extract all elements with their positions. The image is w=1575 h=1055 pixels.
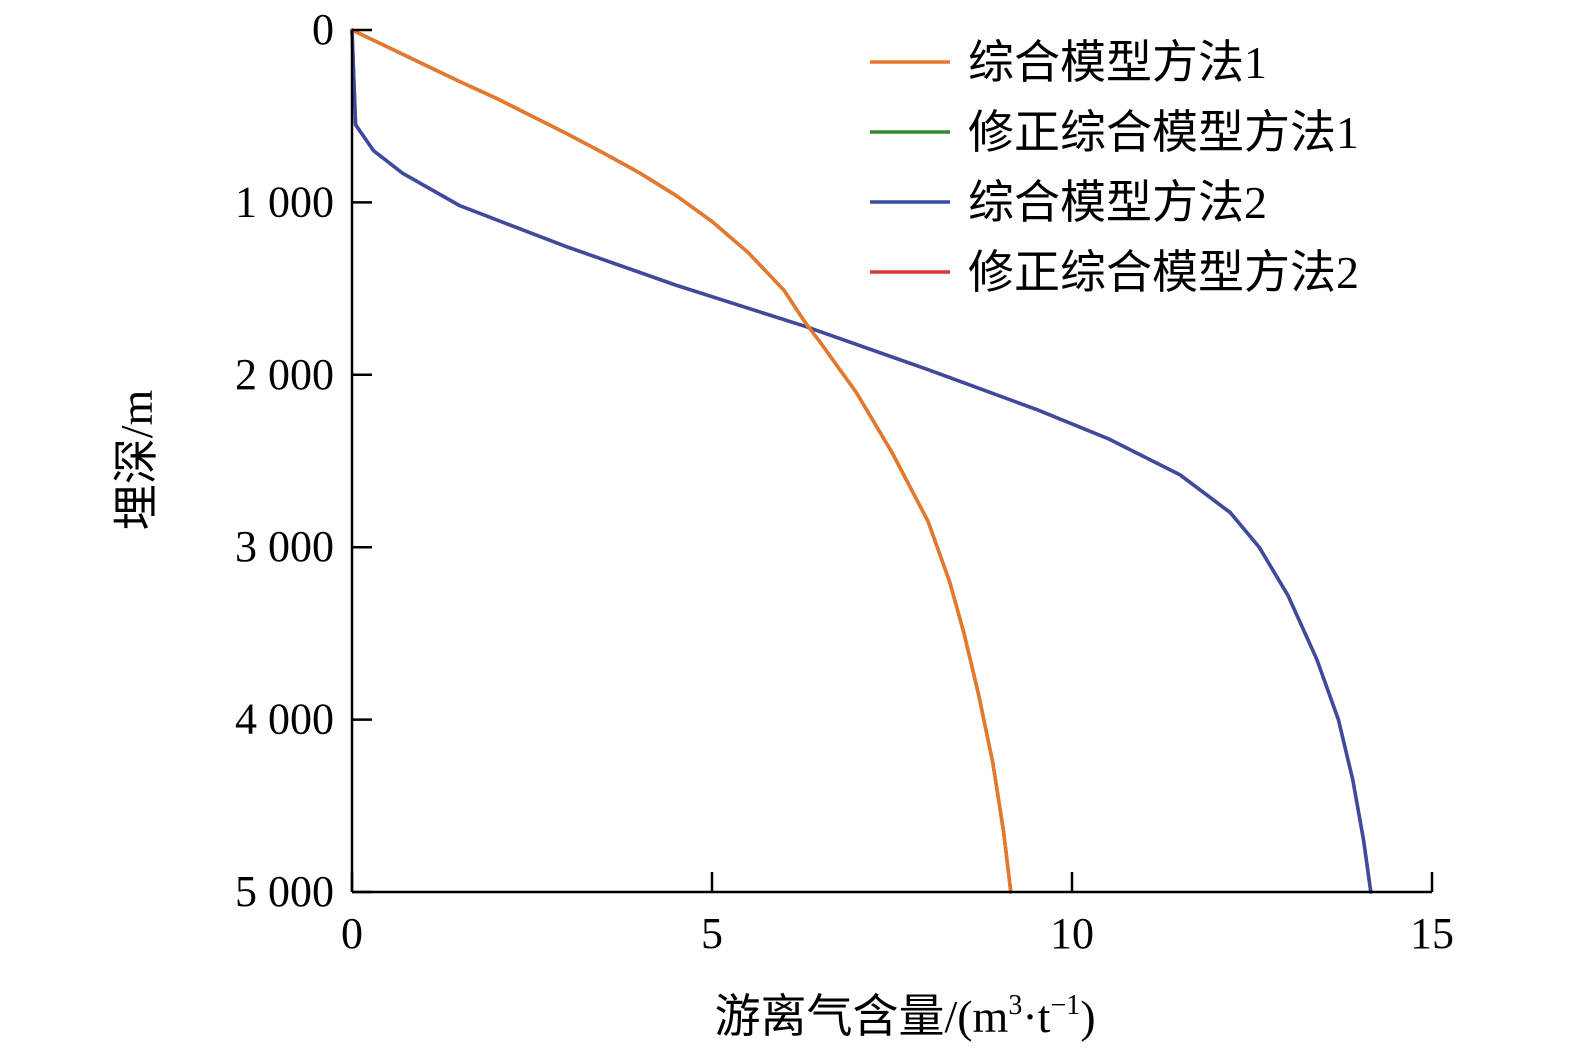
series-line-1 (350, 28, 1013, 894)
series-line-0 (350, 28, 1013, 894)
x-tick-label-3: 15 (1410, 909, 1454, 958)
legend-label-0: 综合模型方法1 (968, 37, 1267, 88)
legend-label-2: 综合模型方法2 (968, 177, 1267, 228)
x-axis-ticks: 0 5 10 15 (341, 872, 1454, 958)
legend: 综合模型方法1 修正综合模型方法1 综合模型方法2 修正综合模型方法2 (870, 37, 1359, 298)
legend-label-3: 修正综合模型方法2 (968, 247, 1359, 298)
x-tick-label-0: 0 (341, 909, 363, 958)
y-tick-label-5: 5 000 (235, 867, 334, 916)
y-axis-title: 埋深/m (111, 390, 162, 531)
series-line-3 (350, 28, 1373, 894)
series-layer (350, 28, 1373, 894)
plot-area: 0 1 000 2 000 3 000 4 000 5 000 0 5 10 15 (235, 5, 1454, 958)
y-tick-label-4: 4 000 (235, 695, 334, 744)
y-axis-ticks: 0 1 000 2 000 3 000 4 000 5 000 (235, 5, 372, 916)
legend-label-1: 修正综合模型方法1 (968, 107, 1359, 158)
x-tick-label-1: 5 (701, 909, 723, 958)
x-tick-label-2: 10 (1050, 909, 1094, 958)
y-tick-label-2: 2 000 (235, 350, 334, 399)
y-tick-label-3: 3 000 (235, 522, 334, 571)
y-tick-label-0: 0 (312, 5, 334, 54)
x-axis-title: 游离气含量/(m3·t−1) (714, 990, 1095, 1042)
series-line-2 (350, 28, 1373, 894)
y-tick-label-1: 1 000 (235, 177, 334, 226)
